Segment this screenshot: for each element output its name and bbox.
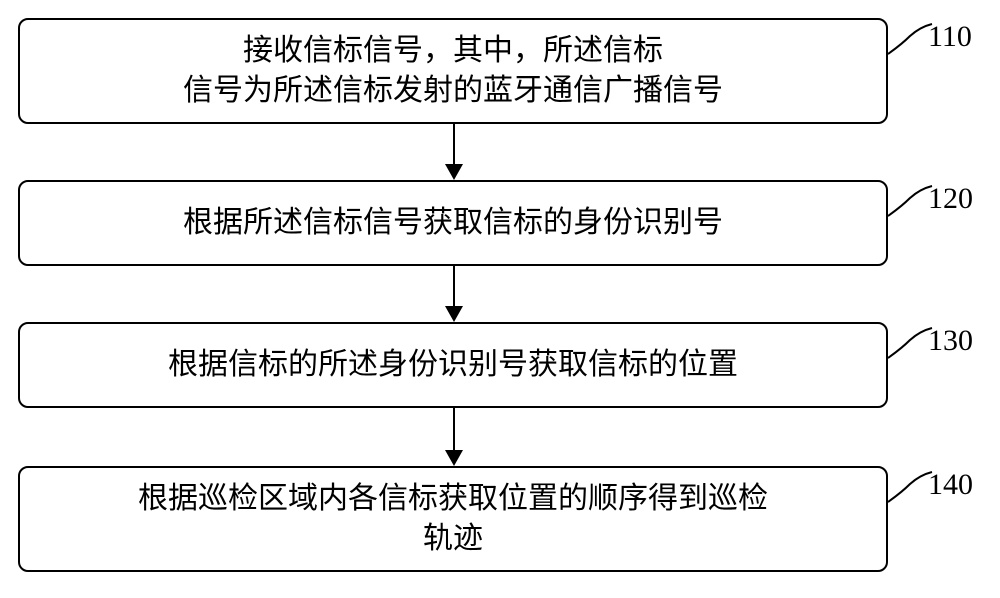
flow-node-120-text: 根据所述信标信号获取信标的身份识别号: [183, 203, 723, 244]
arrow-head-120-130: [445, 306, 463, 322]
callout-140: [888, 472, 932, 502]
callout-130: [888, 328, 932, 358]
flow-label-110: 110: [928, 20, 972, 54]
arrow-120-130: [453, 266, 455, 306]
flow-label-130: 130: [928, 324, 973, 358]
flow-node-140-text: 根据巡检区域内各信标获取位置的顺序得到巡检 轨迹: [138, 479, 768, 560]
flow-node-110-text: 接收信标信号，其中，所述信标 信号为所述信标发射的蓝牙通信广播信号: [183, 31, 723, 112]
flow-node-130: 根据信标的所述身份识别号获取信标的位置: [18, 322, 888, 408]
flow-node-140: 根据巡检区域内各信标获取位置的顺序得到巡检 轨迹: [18, 466, 888, 572]
flow-node-110: 接收信标信号，其中，所述信标 信号为所述信标发射的蓝牙通信广播信号: [18, 18, 888, 124]
arrow-130-140: [453, 408, 455, 450]
callout-110: [888, 24, 932, 54]
flowchart-canvas: 接收信标信号，其中，所述信标 信号为所述信标发射的蓝牙通信广播信号 110 根据…: [0, 0, 1000, 598]
callout-120: [888, 186, 932, 216]
arrow-head-130-140: [445, 450, 463, 466]
arrow-110-120: [453, 124, 455, 164]
flow-label-140: 140: [928, 468, 973, 502]
flow-node-120: 根据所述信标信号获取信标的身份识别号: [18, 180, 888, 266]
flow-node-130-text: 根据信标的所述身份识别号获取信标的位置: [168, 345, 738, 386]
arrow-head-110-120: [445, 164, 463, 180]
flow-label-120: 120: [928, 182, 973, 216]
